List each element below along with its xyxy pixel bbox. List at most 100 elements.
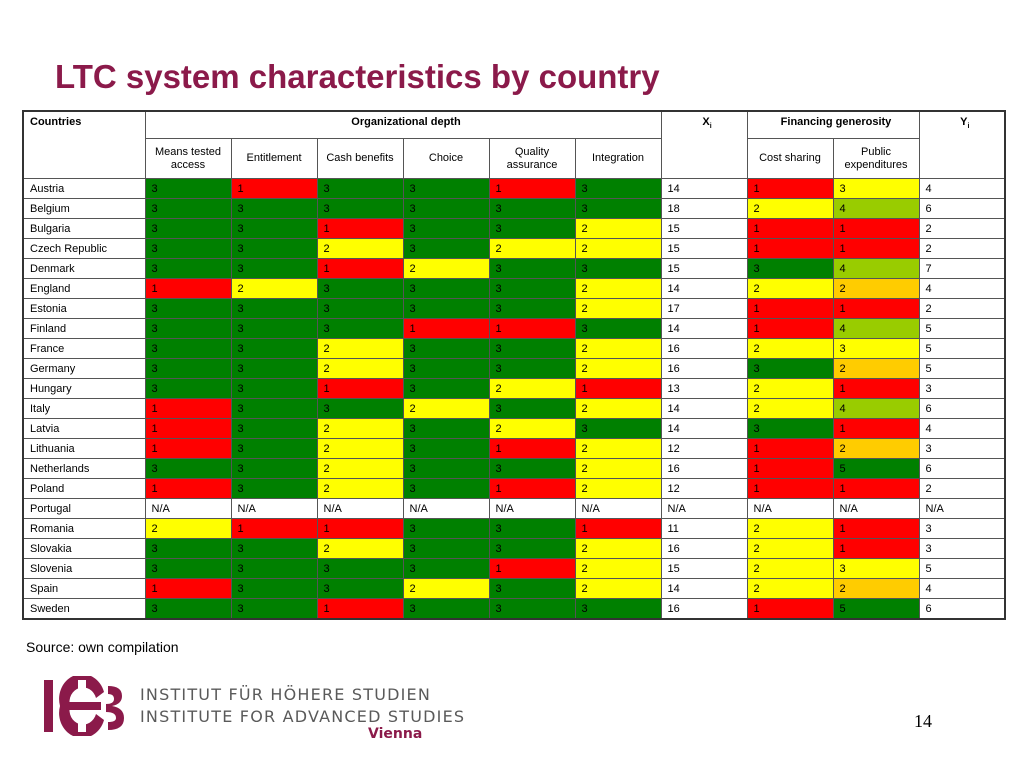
org-score-cell: 3: [402, 518, 490, 539]
org-score-cell: 3: [488, 218, 576, 239]
table-row: Finland 3 3 3 1 1 3 14 1 4 5: [22, 318, 1006, 339]
country-cell: Poland: [22, 478, 146, 499]
cost-sharing-cell: 2: [746, 558, 834, 579]
cost-sharing-cell: 3: [746, 358, 834, 379]
xi-cell: 15: [660, 218, 748, 239]
yi-cell: 6: [918, 198, 1006, 219]
public-expenditures-cell: 1: [832, 238, 920, 259]
yi-cell: 3: [918, 538, 1006, 559]
table-row: Lithuania 1 3 2 3 1 2 12 1 2 3: [22, 438, 1006, 459]
header-public-expenditures: Public expenditures: [832, 138, 920, 179]
country-cell: Sweden: [22, 598, 146, 620]
public-expenditures-cell: 4: [832, 258, 920, 279]
org-score-cell: 3: [316, 318, 404, 339]
org-score-cell: 2: [402, 398, 490, 419]
org-score-cell: 3: [574, 598, 662, 620]
cost-sharing-cell: 2: [746, 338, 834, 359]
ltc-table: Countries Organizational depth Xi Financ…: [22, 110, 1006, 620]
table-row: Slovakia 3 3 2 3 3 2 16 2 1 3: [22, 538, 1006, 559]
org-score-cell: 3: [144, 258, 232, 279]
org-score-cell: 3: [230, 218, 318, 239]
public-expenditures-cell: 1: [832, 298, 920, 319]
org-score-cell: 2: [574, 478, 662, 499]
table-row: Czech Republic 3 3 2 3 2 2 15 1 1 2: [22, 238, 1006, 259]
yi-cell: 4: [918, 178, 1006, 199]
country-cell: Finland: [22, 318, 146, 339]
org-score-cell: 3: [488, 258, 576, 279]
public-expenditures-cell: 2: [832, 578, 920, 599]
org-score-cell: 3: [144, 178, 232, 199]
public-expenditures-cell: 1: [832, 518, 920, 539]
org-score-cell: 2: [316, 238, 404, 259]
header-xi: Xi: [660, 110, 748, 179]
org-score-cell: 2: [230, 278, 318, 299]
header-yi-subscript: i: [967, 123, 970, 131]
org-score-cell: 3: [230, 558, 318, 579]
org-score-cell: 3: [574, 318, 662, 339]
country-cell: Spain: [22, 578, 146, 599]
yi-cell: 6: [918, 458, 1006, 479]
org-score-cell: 3: [144, 218, 232, 239]
xi-cell: 16: [660, 598, 748, 620]
country-cell: Denmark: [22, 258, 146, 279]
table-row: Spain 1 3 3 2 3 2 14 2 2 4: [22, 578, 1006, 599]
org-score-cell: 1: [574, 378, 662, 399]
org-score-cell: 3: [230, 298, 318, 319]
table-row: Germany 3 3 2 3 3 2 16 3 2 5: [22, 358, 1006, 379]
org-score-cell: 3: [402, 298, 490, 319]
cost-sharing-cell: 2: [746, 578, 834, 599]
org-score-cell: 3: [316, 278, 404, 299]
org-score-cell: 3: [574, 418, 662, 439]
xi-cell: 18: [660, 198, 748, 219]
org-score-cell: 3: [230, 198, 318, 219]
xi-cell: 14: [660, 278, 748, 299]
header-entitlement: Entitlement: [230, 138, 318, 179]
org-score-cell: 3: [230, 378, 318, 399]
org-score-cell: 3: [574, 178, 662, 199]
table-row: Estonia 3 3 3 3 3 2 17 1 1 2: [22, 298, 1006, 319]
country-cell: England: [22, 278, 146, 299]
header-quality-assurance: Quality assurance: [488, 138, 576, 179]
country-cell: Netherlands: [22, 458, 146, 479]
org-score-cell: 3: [488, 198, 576, 219]
org-score-cell: 1: [402, 318, 490, 339]
header-integration: Integration: [574, 138, 662, 179]
institute-name: INSTITUT FÜR HÖHERE STUDIEN INSTITUTE FO…: [140, 684, 465, 742]
org-score-cell: 3: [402, 418, 490, 439]
public-expenditures-cell: 2: [832, 278, 920, 299]
country-cell: Czech Republic: [22, 238, 146, 259]
org-score-cell: N/A: [574, 498, 662, 519]
xi-cell: 14: [660, 418, 748, 439]
header-countries: Countries: [22, 110, 146, 179]
org-score-cell: 2: [316, 538, 404, 559]
yi-cell: 3: [918, 378, 1006, 399]
org-score-cell: 1: [230, 518, 318, 539]
org-score-cell: 3: [230, 438, 318, 459]
header-yi-label: Y: [960, 116, 968, 128]
org-score-cell: 3: [574, 258, 662, 279]
org-score-cell: 2: [574, 538, 662, 559]
yi-cell: 4: [918, 278, 1006, 299]
cost-sharing-cell: 1: [746, 438, 834, 459]
org-score-cell: 1: [488, 558, 576, 579]
public-expenditures-cell: 2: [832, 438, 920, 459]
org-score-cell: 2: [316, 358, 404, 379]
org-score-cell: 3: [488, 358, 576, 379]
slide-title: LTC system characteristics by country: [55, 58, 660, 95]
org-score-cell: 3: [144, 558, 232, 579]
org-score-cell: 3: [488, 578, 576, 599]
org-score-cell: 3: [316, 298, 404, 319]
cost-sharing-cell: 2: [746, 538, 834, 559]
org-score-cell: 2: [574, 398, 662, 419]
org-score-cell: 2: [488, 378, 576, 399]
country-cell: Romania: [22, 518, 146, 539]
org-score-cell: 1: [488, 478, 576, 499]
org-score-cell: 3: [230, 478, 318, 499]
public-expenditures-cell: 4: [832, 398, 920, 419]
yi-cell: 6: [918, 398, 1006, 419]
org-score-cell: 2: [316, 338, 404, 359]
org-score-cell: 2: [402, 578, 490, 599]
table-row: Hungary 3 3 1 3 2 1 13 2 1 3: [22, 378, 1006, 399]
header-cost-sharing: Cost sharing: [746, 138, 834, 179]
cost-sharing-cell: 2: [746, 198, 834, 219]
